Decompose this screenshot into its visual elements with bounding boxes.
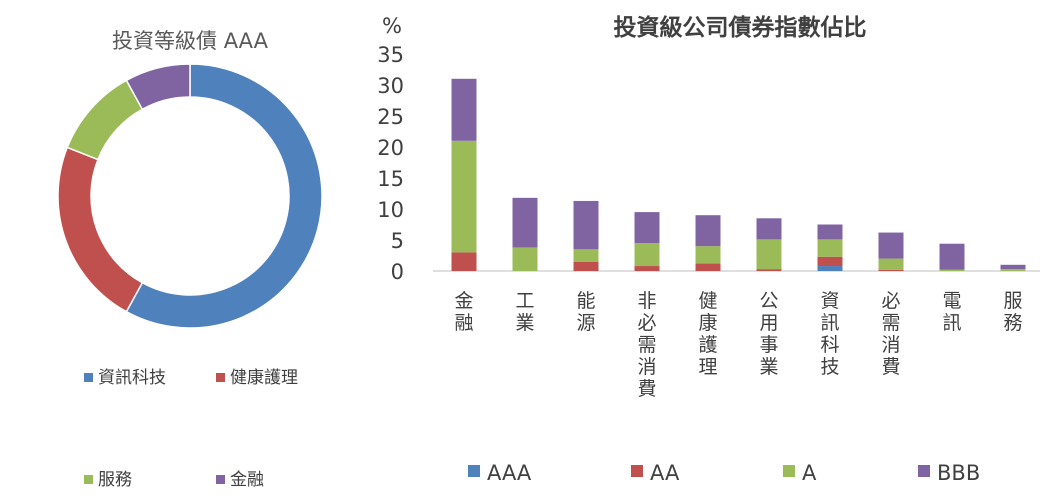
legend-label: A bbox=[802, 461, 817, 485]
legend-swatch bbox=[468, 465, 480, 477]
y-tick-label: 30 bbox=[377, 74, 404, 98]
bar-segment-a bbox=[695, 246, 721, 264]
bar-segment-bbb bbox=[878, 232, 904, 259]
y-tick-label: 25 bbox=[377, 105, 404, 129]
legend-swatch bbox=[84, 373, 93, 382]
legend-label: 服務 bbox=[98, 470, 132, 490]
bar-segment-a bbox=[756, 239, 782, 270]
x-category-label: 健康護理 bbox=[698, 290, 717, 378]
donut-title: 投資等級債 AAA bbox=[112, 29, 269, 53]
legend-swatch bbox=[216, 475, 225, 484]
bar-segment-a bbox=[451, 140, 477, 253]
bar-segment-bbb bbox=[573, 200, 599, 250]
legend-swatch bbox=[84, 475, 93, 484]
legend-label: 金融 bbox=[230, 470, 264, 490]
bar-segment-bbb bbox=[512, 197, 538, 248]
bar-segment-bbb bbox=[817, 224, 843, 240]
bar-segment-aaa bbox=[817, 266, 843, 271]
bar-segment-bbb bbox=[939, 243, 965, 270]
bar-segment-aa bbox=[817, 256, 843, 267]
x-category-label: 必需消費 bbox=[881, 290, 900, 378]
bar-segment-a bbox=[573, 249, 599, 262]
x-category-label: 工業 bbox=[515, 290, 534, 334]
x-category-label: 非必需消費 bbox=[637, 290, 656, 400]
y-tick-label: 35 bbox=[377, 43, 404, 67]
y-tick-label: 15 bbox=[377, 167, 404, 191]
x-category-label: 資訊科技 bbox=[820, 290, 839, 378]
bar-segment-aa bbox=[451, 252, 477, 271]
legend-label: 資訊科技 bbox=[98, 368, 166, 388]
bar-segment-bbb bbox=[634, 212, 660, 244]
bar-segment-a bbox=[1000, 269, 1026, 271]
x-category-label: 公用事業 bbox=[759, 290, 778, 378]
bar-segment-a bbox=[634, 243, 660, 267]
bar-segment-aa bbox=[756, 269, 782, 271]
bar-segment-aa bbox=[573, 261, 599, 271]
donut-slice bbox=[66, 79, 144, 161]
y-tick-label: 20 bbox=[377, 136, 404, 160]
x-category-label: 能源 bbox=[576, 290, 595, 334]
x-category-label: 服務 bbox=[1003, 290, 1022, 334]
bar-segment-a bbox=[817, 239, 843, 257]
donut-slice bbox=[125, 63, 191, 111]
donut-slices bbox=[57, 63, 323, 329]
y-tick-label: 10 bbox=[377, 198, 404, 222]
legend-label: AA bbox=[650, 461, 680, 485]
bar-legend: AAA AA A BBB bbox=[468, 461, 980, 485]
y-axis-unit-label: % bbox=[382, 14, 402, 38]
legend-label: 健康護理 bbox=[230, 368, 298, 388]
legend-swatch bbox=[783, 465, 795, 477]
legend-label: BBB bbox=[937, 461, 980, 485]
bar-segment-bbb bbox=[1000, 264, 1026, 270]
legend-swatch bbox=[631, 465, 643, 477]
bar-segment-aa bbox=[878, 269, 904, 271]
y-tick-label: 0 bbox=[391, 260, 404, 284]
y-axis-ticks: 0 5 10 15 20 25 30 35 bbox=[377, 43, 404, 284]
bar-chart-title: 投資級公司債券指數佔比 bbox=[614, 14, 867, 41]
legend-swatch bbox=[216, 373, 225, 382]
legend-label: AAA bbox=[487, 461, 532, 485]
x-category-label: 電訊 bbox=[942, 290, 961, 334]
bar-segment-aa bbox=[634, 266, 660, 271]
legend-swatch bbox=[918, 465, 930, 477]
bar-segment-a bbox=[878, 258, 904, 270]
bar-segment-bbb bbox=[756, 218, 782, 240]
bar-segment-bbb bbox=[695, 215, 721, 247]
x-category-label: 金融 bbox=[454, 290, 473, 334]
y-tick-label: 5 bbox=[391, 229, 404, 253]
donut-slice bbox=[57, 146, 144, 313]
donut-slice bbox=[125, 63, 323, 329]
bar-segments bbox=[451, 78, 1026, 271]
bar-segment-bbb bbox=[451, 78, 477, 141]
bar-segment-a bbox=[939, 269, 965, 271]
bar-segment-aa bbox=[695, 263, 721, 271]
bar-segment-a bbox=[512, 247, 538, 271]
